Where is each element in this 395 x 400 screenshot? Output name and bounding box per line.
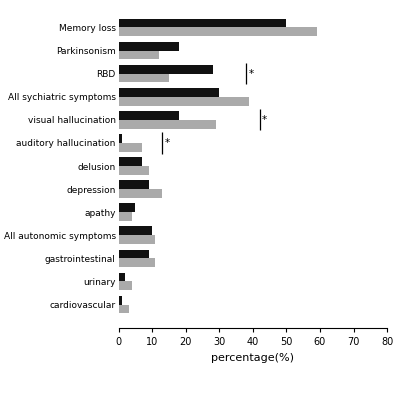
Bar xyxy=(118,296,122,304)
Bar xyxy=(118,65,213,74)
Bar xyxy=(118,250,149,258)
Bar xyxy=(118,42,179,50)
Bar xyxy=(118,74,169,82)
Text: *: * xyxy=(262,115,267,125)
Bar xyxy=(118,282,132,290)
Bar xyxy=(118,212,132,221)
Bar xyxy=(118,258,156,267)
Text: *: * xyxy=(165,138,170,148)
Bar xyxy=(118,28,317,36)
Bar xyxy=(118,166,149,175)
Bar xyxy=(118,203,135,212)
Bar xyxy=(118,226,152,235)
Bar xyxy=(118,157,142,166)
Bar xyxy=(118,88,219,97)
Bar xyxy=(118,235,156,244)
Bar xyxy=(118,134,122,143)
Bar xyxy=(118,189,162,198)
Bar xyxy=(118,97,250,106)
Bar xyxy=(118,273,125,282)
Bar xyxy=(118,180,149,189)
Text: *: * xyxy=(249,69,254,79)
Bar xyxy=(118,19,286,28)
Bar xyxy=(118,111,179,120)
Bar xyxy=(118,143,142,152)
Bar xyxy=(118,304,128,313)
X-axis label: percentage(%): percentage(%) xyxy=(211,352,294,362)
Bar xyxy=(118,120,216,129)
Bar xyxy=(118,50,159,59)
